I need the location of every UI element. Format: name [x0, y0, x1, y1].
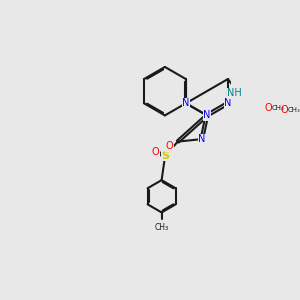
Text: N: N: [182, 98, 190, 108]
Text: S: S: [161, 151, 169, 161]
Text: N: N: [198, 134, 206, 144]
Text: CH₃: CH₃: [288, 107, 300, 113]
Text: CH₃: CH₃: [154, 223, 169, 232]
Text: N: N: [203, 110, 211, 120]
Text: O: O: [264, 103, 272, 113]
Text: NH: NH: [227, 88, 242, 98]
Text: CH₃: CH₃: [271, 105, 284, 111]
Text: O: O: [165, 141, 173, 151]
Text: O: O: [281, 105, 289, 116]
Text: N: N: [224, 98, 232, 108]
Text: O: O: [152, 147, 159, 157]
